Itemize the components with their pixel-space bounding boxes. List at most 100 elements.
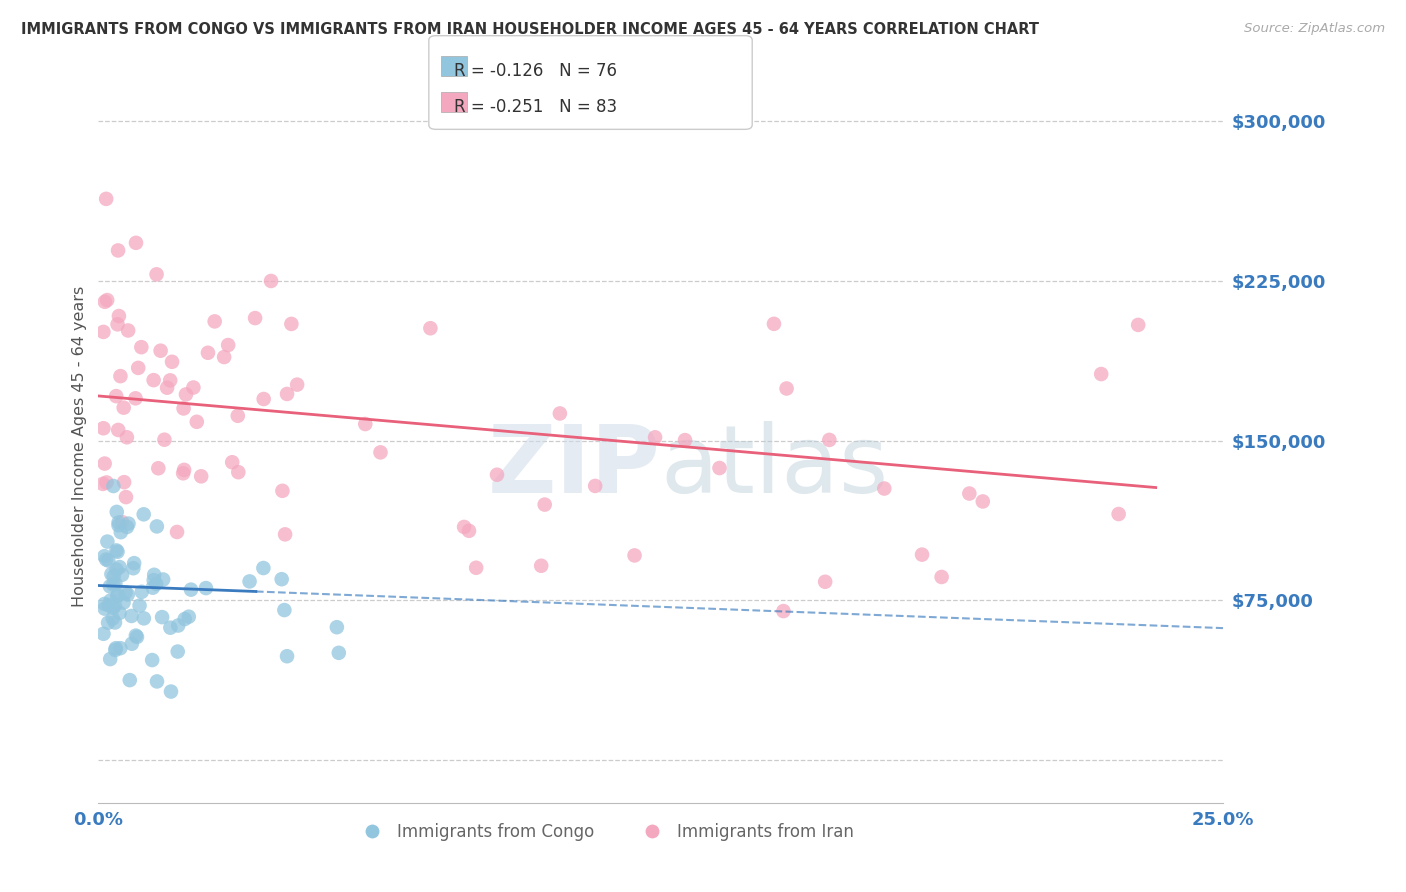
Point (142, 573, 165, 587)
Point (1090, 367, 1112, 381)
Point (94, 294, 117, 309)
Point (96, 293, 118, 307)
Point (93, 597, 115, 611)
Point (110, 525, 132, 540)
Point (166, 644, 188, 658)
Point (97, 553, 120, 567)
Point (197, 345, 219, 359)
Point (110, 641, 132, 656)
Point (173, 401, 195, 416)
Point (107, 518, 129, 533)
Point (328, 646, 350, 660)
Point (143, 567, 166, 582)
Y-axis label: Householder Income Ages 45 - 64 years: Householder Income Ages 45 - 64 years (72, 285, 87, 607)
Point (104, 599, 127, 613)
Point (108, 309, 131, 323)
Point (110, 369, 132, 384)
Point (142, 581, 165, 595)
Point (644, 430, 666, 444)
Point (243, 311, 266, 326)
Point (226, 465, 249, 479)
Point (108, 606, 131, 620)
Point (533, 498, 555, 512)
Point (131, 584, 153, 599)
Point (370, 445, 392, 459)
Point (104, 615, 127, 630)
Point (280, 317, 302, 331)
Point (160, 355, 183, 369)
Point (217, 338, 239, 352)
Point (117, 516, 139, 531)
Point (107, 516, 129, 530)
Point (125, 235, 148, 250)
Point (221, 455, 243, 469)
Point (931, 570, 953, 584)
Point (814, 574, 837, 589)
Point (271, 483, 294, 498)
Point (96, 192, 118, 206)
Point (260, 274, 283, 288)
Point (103, 577, 125, 591)
Point (186, 415, 208, 429)
Point (105, 589, 128, 603)
Point (354, 417, 377, 431)
Point (93, 325, 115, 339)
Point (167, 618, 190, 632)
Text: R = -0.251   N = 83: R = -0.251 N = 83 (454, 98, 617, 116)
Point (253, 392, 276, 406)
Point (673, 433, 696, 447)
Point (273, 603, 295, 617)
Point (112, 401, 135, 415)
Point (172, 467, 194, 481)
Point (1108, 507, 1130, 521)
Point (107, 545, 129, 559)
Point (107, 244, 129, 258)
Point (125, 629, 148, 643)
Point (108, 560, 131, 574)
Point (104, 643, 127, 657)
Point (131, 340, 153, 354)
Point (972, 494, 994, 508)
Legend: Immigrants from Congo, Immigrants from Iran: Immigrants from Congo, Immigrants from I… (349, 817, 860, 848)
Point (583, 479, 606, 493)
Point (548, 407, 571, 421)
Point (100, 593, 122, 607)
Point (190, 469, 212, 483)
Point (98, 652, 121, 666)
Point (93, 421, 115, 435)
Point (97, 599, 120, 613)
Point (485, 467, 508, 482)
Point (112, 595, 135, 609)
Text: Source: ZipAtlas.com: Source: ZipAtlas.com (1244, 22, 1385, 36)
Point (270, 572, 292, 586)
Point (122, 561, 145, 575)
Point (285, 377, 308, 392)
Point (101, 611, 124, 625)
Point (146, 674, 169, 689)
Point (226, 409, 249, 423)
Point (762, 317, 785, 331)
Point (212, 350, 235, 364)
Point (183, 380, 205, 394)
Point (127, 360, 149, 375)
Point (115, 520, 138, 534)
Point (326, 620, 349, 634)
Point (159, 621, 181, 635)
Point (145, 268, 167, 282)
Point (125, 630, 148, 644)
Point (107, 588, 129, 602)
Point (103, 569, 125, 583)
Point (105, 563, 128, 577)
Point (105, 389, 128, 403)
Point (97, 615, 120, 630)
Point (93, 627, 115, 641)
Point (112, 475, 135, 490)
Point (149, 343, 172, 358)
Point (173, 463, 195, 477)
Point (709, 461, 731, 475)
Point (911, 548, 934, 562)
Point (150, 610, 173, 624)
Point (252, 561, 274, 575)
Point (101, 601, 124, 615)
Point (128, 599, 150, 613)
